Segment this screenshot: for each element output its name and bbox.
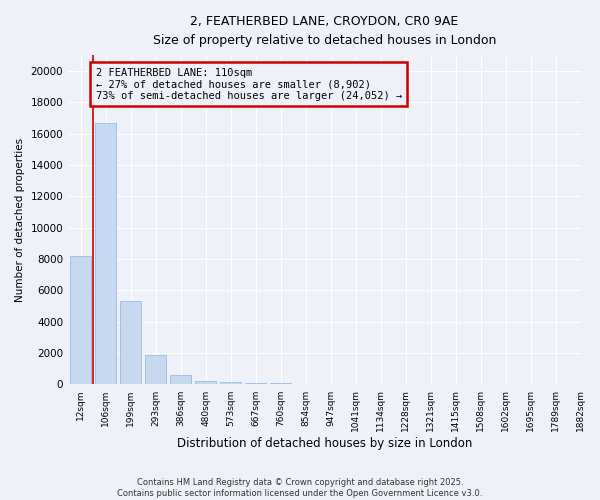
Bar (95, 122, 116, 384)
Bar (120, 300, 141, 384)
Bar (145, 356, 166, 384)
Y-axis label: Number of detached properties: Number of detached properties (15, 138, 25, 302)
Title: 2, FEATHERBED LANE, CROYDON, CR0 9AE
Size of property relative to detached house: 2, FEATHERBED LANE, CROYDON, CR0 9AE Siz… (152, 15, 496, 47)
X-axis label: Distribution of detached houses by size in London: Distribution of detached houses by size … (176, 437, 472, 450)
Text: Contains HM Land Registry data © Crown copyright and database right 2025.
Contai: Contains HM Land Registry data © Crown c… (118, 478, 482, 498)
Text: 2 FEATHERBED LANE: 110sqm
← 27% of detached houses are smaller (8,902)
73% of se: 2 FEATHERBED LANE: 110sqm ← 27% of detac… (95, 68, 402, 101)
Bar (70, 256, 91, 384)
Bar (220, 382, 241, 384)
Bar (195, 382, 216, 384)
Bar (245, 383, 266, 384)
Bar (170, 375, 191, 384)
